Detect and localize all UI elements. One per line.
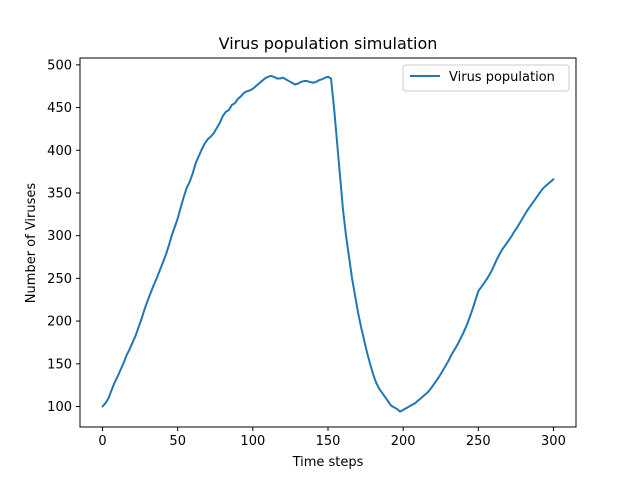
series-line-0 [101,74,555,413]
y-tick-label: 250 [47,272,72,287]
y-tick-label: 300 [47,229,72,244]
x-axis-label: Time steps [292,455,364,470]
x-tick-label: 150 [316,434,341,449]
chart-title: Virus population simulation [219,34,438,53]
legend: Virus population [402,64,570,92]
y-tick-label: 200 [47,315,72,330]
y-tick-label: 350 [47,186,72,201]
y-tick-label: 150 [47,357,72,372]
x-tick-label: 200 [391,434,416,449]
y-tick-label: 500 [47,58,72,73]
x-tick-label: 250 [466,434,491,449]
y-axis-ticks: 100 150 200 250 300 350 400 450 500 [47,58,80,415]
legend-box [402,64,570,92]
x-tick-label: 100 [240,434,265,449]
y-axis-label: Number of Viruses [24,183,39,304]
legend-label: Virus population [449,70,555,85]
series-layer [101,74,555,413]
y-tick-label: 100 [47,400,72,415]
x-tick-label: 50 [169,434,186,449]
y-tick-label: 450 [47,101,72,116]
x-tick-label: 0 [98,434,106,449]
plot-frame [79,57,577,428]
y-tick-label: 400 [47,144,72,159]
x-axis-ticks: 0 50 100 150 200 250 300 [98,427,566,449]
x-tick-label: 300 [541,434,566,449]
